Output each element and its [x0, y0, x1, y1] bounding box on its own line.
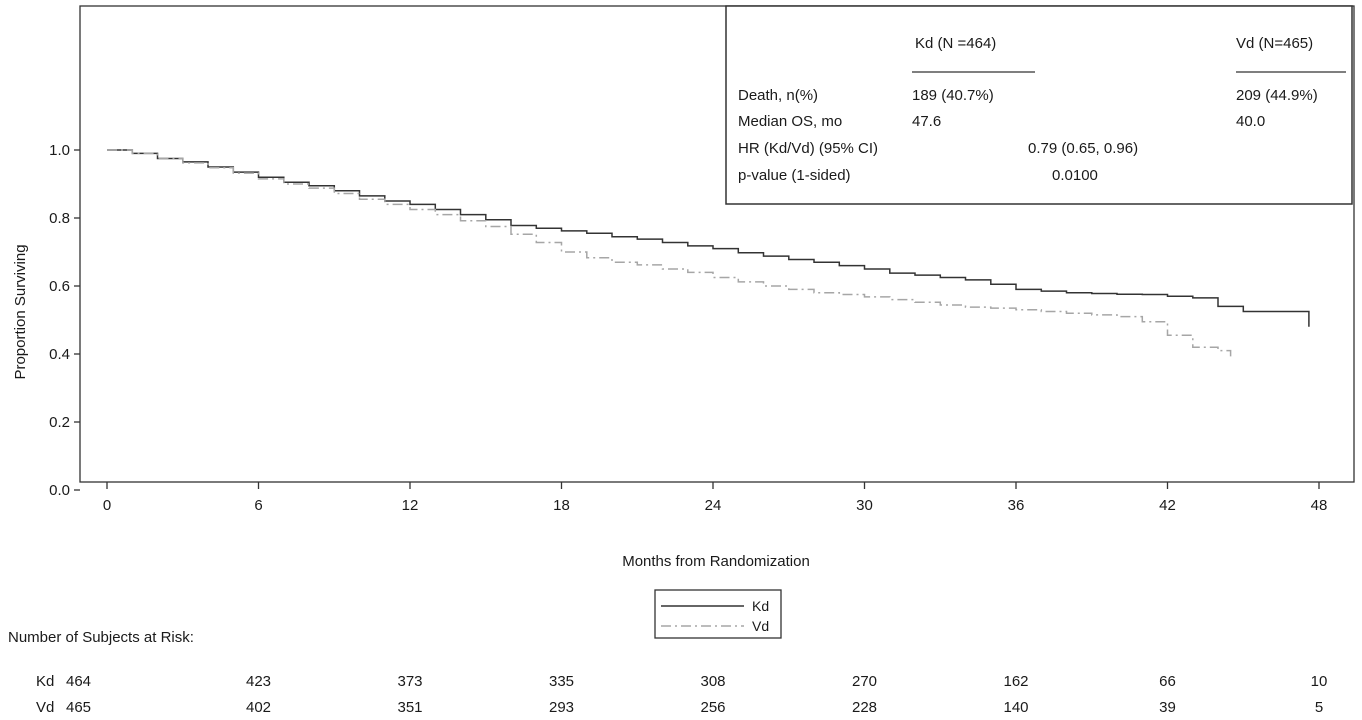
stats-combined-value: 0.79 (0.65, 0.96): [1028, 140, 1138, 157]
at-risk-value-vd: 465: [66, 699, 91, 716]
y-tick-label: 0.6: [49, 278, 70, 295]
x-tick-label: 12: [402, 497, 419, 514]
legend-label-kd: Kd: [752, 598, 769, 614]
y-axis: 0.0 0.2 0.4 0.6 0.8 1.0: [49, 142, 80, 499]
legend-frame: [654, 589, 782, 639]
at-risk-value-vd: 228: [852, 699, 877, 716]
at-risk-value-kd: 10: [1311, 673, 1328, 690]
at-risk-table: 464 423 373 335 308 270 162 66 10 465 402 351 293 256…: [66, 673, 1327, 716]
at-risk-value-vd: 39: [1159, 699, 1176, 716]
stats-header-vd: Vd (N=465): [1236, 35, 1313, 52]
stats-combined-value: 0.0100: [1052, 167, 1098, 184]
stats-vd-value: 40.0: [1236, 113, 1265, 130]
plot-frame: [79, 5, 1355, 483]
at-risk-value-kd: 162: [1003, 673, 1028, 690]
y-axis-title: Proportion Surviving: [12, 244, 29, 379]
at-risk-value-kd: 335: [549, 673, 574, 690]
x-tick-label: 30: [856, 497, 873, 514]
at-risk-value-vd: 5: [1315, 699, 1323, 716]
at-risk-value-kd: 423: [246, 673, 271, 690]
x-axis-title: Months from Randomization: [622, 553, 810, 570]
x-tick-label: 0: [103, 497, 111, 514]
stats-vd-value: 209 (44.9%): [1236, 87, 1318, 104]
at-risk-row-label-vd: Vd: [36, 699, 54, 716]
x-tick-label: 18: [553, 497, 570, 514]
at-risk-value-kd: 373: [397, 673, 422, 690]
stats-box: Kd (N =464) Vd (N=465) Death, n(%) 189 (…: [725, 5, 1353, 205]
x-tick-label: 24: [705, 497, 722, 514]
stats-kd-value: 189 (40.7%): [912, 87, 994, 104]
y-tick-label: 0.2: [49, 414, 70, 431]
at-risk-value-vd: 402: [246, 699, 271, 716]
at-risk-value-vd: 256: [700, 699, 725, 716]
at-risk-value-vd: 140: [1003, 699, 1028, 716]
stats-row-label: Median OS, mo: [738, 113, 842, 130]
at-risk-value-kd: 66: [1159, 673, 1176, 690]
stats-kd-value: 47.6: [912, 113, 941, 130]
x-tick-label: 36: [1008, 497, 1025, 514]
series-lines: [107, 149, 1310, 358]
y-tick-label: 0.4: [49, 346, 70, 363]
at-risk-value-vd: 293: [549, 699, 574, 716]
stats-row-label: Death, n(%): [738, 87, 818, 104]
stats-row-label: HR (Kd/Vd) (95% CI): [738, 140, 878, 157]
x-tick-label: 6: [254, 497, 262, 514]
at-risk-value-kd: 270: [852, 673, 877, 690]
legend-label-vd: Vd: [752, 618, 769, 634]
y-tick-label: 0.0: [49, 482, 70, 499]
y-tick-label: 0.8: [49, 210, 70, 227]
legend: Kd Vd: [654, 589, 782, 639]
stats-box-frame: [725, 5, 1353, 205]
series-line-vd: [107, 149, 1232, 358]
at-risk-value-kd: 308: [700, 673, 725, 690]
at-risk-row-label-kd: Kd: [36, 673, 54, 690]
x-axis: 0 6 12 18 24 30 36 42 48: [103, 482, 1328, 514]
x-tick-label: 48: [1311, 497, 1328, 514]
stats-row-label: p-value (1-sided): [738, 167, 851, 184]
at-risk-title: Number of Subjects at Risk:: [8, 629, 194, 646]
x-tick-label: 42: [1159, 497, 1176, 514]
y-tick-label: 1.0: [49, 142, 70, 159]
at-risk-value-vd: 351: [397, 699, 422, 716]
stats-header-kd: Kd (N =464): [915, 35, 996, 52]
at-risk-value-kd: 464: [66, 673, 91, 690]
